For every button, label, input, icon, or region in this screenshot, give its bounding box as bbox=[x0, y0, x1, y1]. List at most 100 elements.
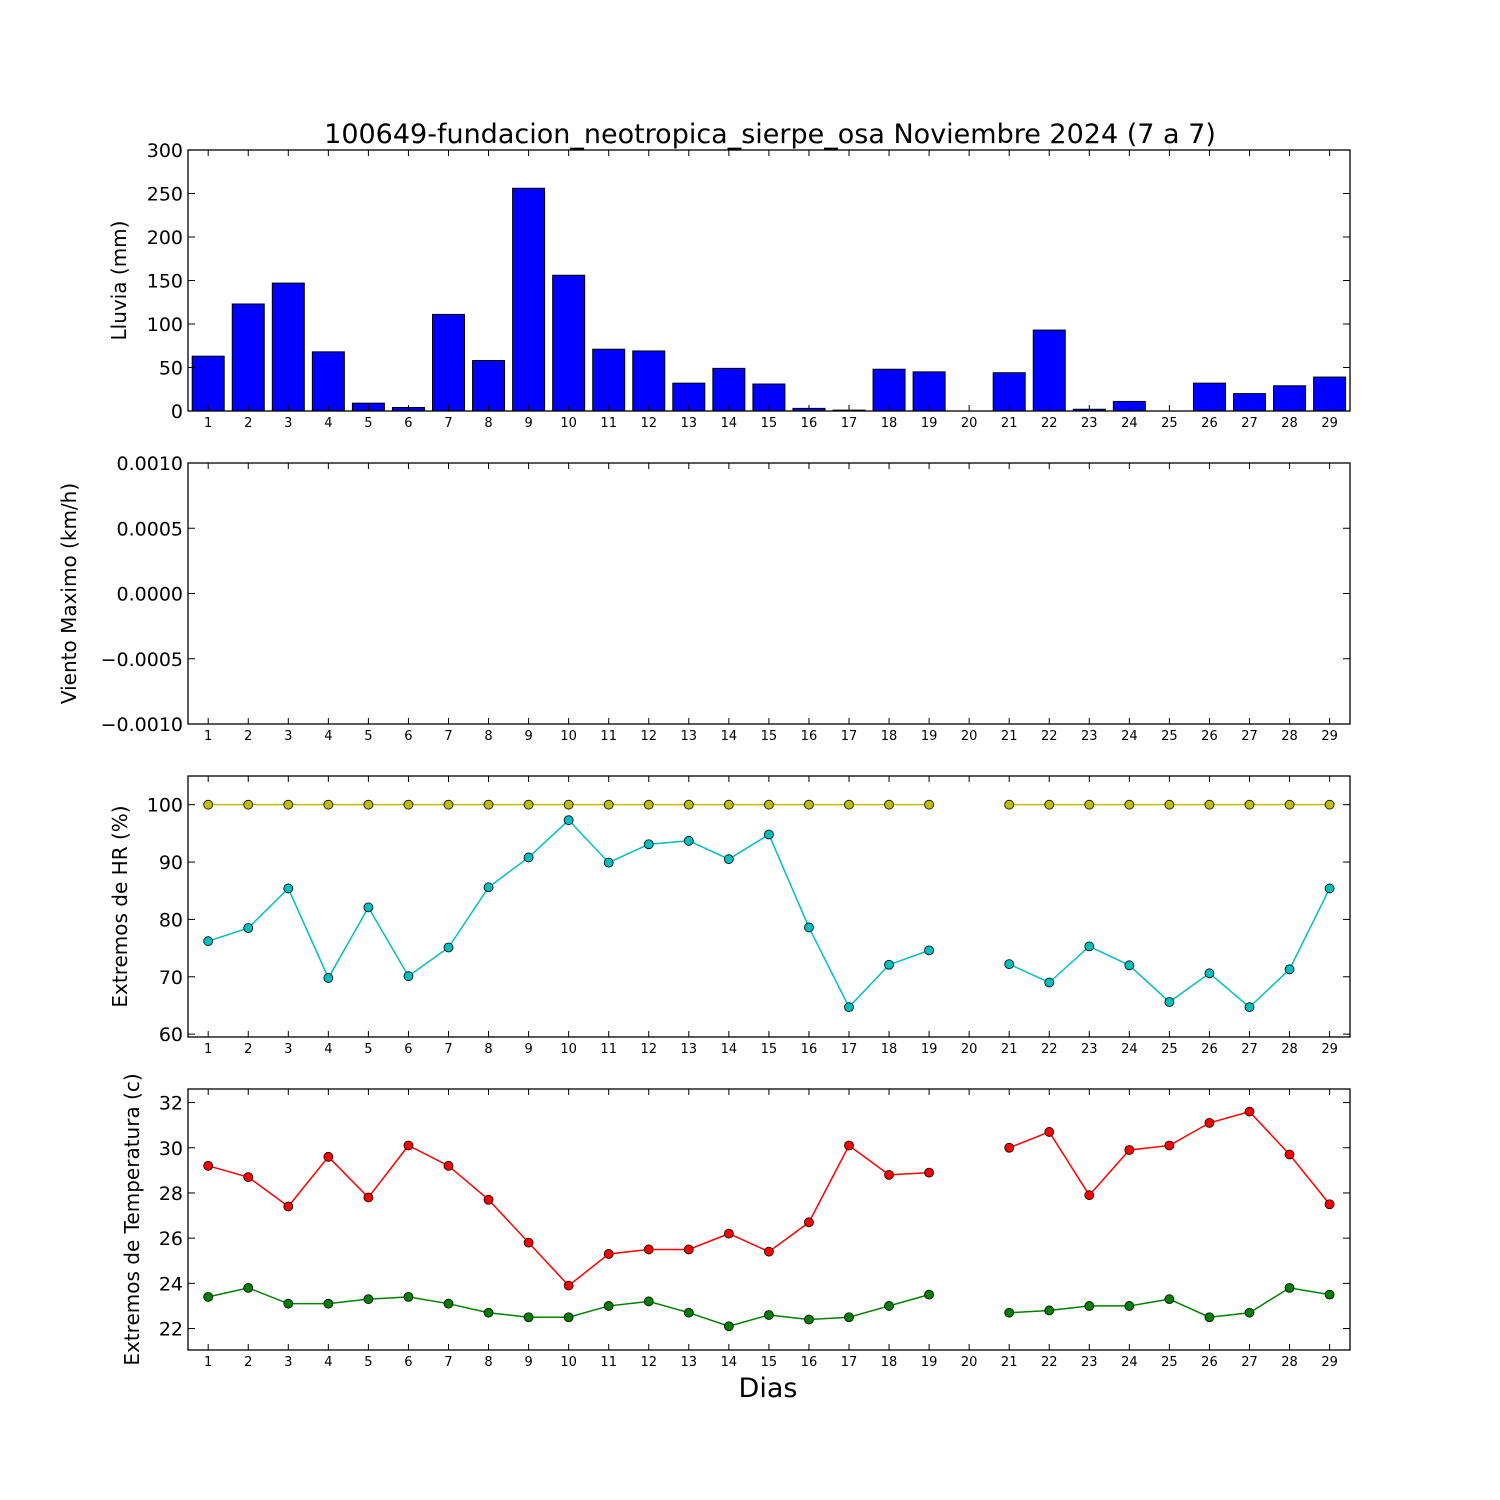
x-tick-label: 25 bbox=[1161, 416, 1178, 431]
hr_max-point bbox=[844, 799, 854, 810]
x-tick-label: 10 bbox=[560, 416, 577, 431]
rain-bar bbox=[592, 348, 626, 412]
x-tick-label: 6 bbox=[404, 416, 412, 431]
hr_max-point bbox=[723, 799, 734, 810]
x-tick-label: 18 bbox=[881, 416, 898, 431]
hr_min-point bbox=[523, 852, 534, 863]
x-tick-label: 3 bbox=[284, 729, 292, 744]
x-tick-label: 22 bbox=[1041, 1355, 1058, 1370]
y-tick-label: 100 bbox=[147, 314, 183, 336]
x-tick-label: 24 bbox=[1121, 1355, 1138, 1370]
y-tick-label: 28 bbox=[159, 1183, 183, 1205]
hr_max-point bbox=[1164, 799, 1175, 810]
x-tick-label: 8 bbox=[484, 416, 492, 431]
x-tick-label: 6 bbox=[404, 1042, 412, 1057]
temp_min-point bbox=[603, 1301, 614, 1311]
rain-bar bbox=[512, 187, 546, 412]
x-tick-label: 16 bbox=[801, 1355, 818, 1370]
x-tick-label: 22 bbox=[1041, 729, 1058, 744]
x-tick-label: 13 bbox=[681, 1042, 698, 1057]
temp_max-point bbox=[563, 1280, 574, 1291]
temp_max-point bbox=[884, 1169, 894, 1180]
rain-bar bbox=[311, 351, 345, 412]
x-tick-label: 9 bbox=[524, 416, 532, 431]
y-tick-label: −0.0005 bbox=[101, 649, 183, 671]
temp_max-point bbox=[764, 1246, 774, 1257]
x-tick-label: 21 bbox=[1001, 729, 1018, 744]
plot-frame bbox=[187, 462, 1351, 725]
x-tick-label: 2 bbox=[244, 729, 252, 744]
temp_max-point bbox=[924, 1167, 934, 1178]
x-tick-label: 15 bbox=[761, 416, 778, 431]
x-tick-label: 29 bbox=[1321, 416, 1338, 431]
rain-bar bbox=[271, 282, 305, 412]
hr_max-point bbox=[683, 799, 694, 810]
hr_max-point bbox=[403, 799, 414, 810]
hr_min-point bbox=[1124, 960, 1135, 971]
hr_min-point bbox=[203, 936, 214, 947]
x-tick-label: 29 bbox=[1321, 1355, 1338, 1370]
temp_min-point bbox=[243, 1282, 254, 1293]
hr_min-point bbox=[643, 839, 654, 850]
hr_min-point bbox=[1324, 883, 1335, 894]
x-tick-label: 17 bbox=[841, 1355, 858, 1370]
x-tick-label: 29 bbox=[1321, 729, 1338, 744]
x-axis-label: Dias bbox=[739, 1373, 798, 1404]
hr_min-point bbox=[443, 942, 454, 953]
x-tick-label: 20 bbox=[961, 416, 978, 431]
hr_max-point bbox=[1084, 799, 1095, 810]
hr_max-point bbox=[483, 799, 494, 810]
x-tick-label: 21 bbox=[1001, 1042, 1018, 1057]
y-tick-label: 32 bbox=[159, 1093, 183, 1115]
x-tick-label: 24 bbox=[1121, 729, 1138, 744]
temp_max-point bbox=[723, 1228, 734, 1239]
y-tick-label: 100 bbox=[147, 795, 183, 817]
x-tick-label: 13 bbox=[681, 1355, 698, 1370]
hr_max-point bbox=[243, 799, 254, 810]
temp_min-point bbox=[1004, 1307, 1015, 1318]
temp_min-point bbox=[323, 1298, 334, 1309]
x-tick-label: 5 bbox=[364, 1355, 372, 1370]
rain-bar bbox=[231, 303, 265, 412]
temp_min-point bbox=[1124, 1301, 1135, 1311]
hr_max-point bbox=[1284, 799, 1295, 810]
hr_max-point bbox=[283, 799, 294, 810]
y-tick-label: 0.0005 bbox=[117, 518, 183, 540]
x-tick-label: 21 bbox=[1001, 1355, 1018, 1370]
x-tick-label: 20 bbox=[961, 1355, 978, 1370]
temp_max-point bbox=[483, 1194, 494, 1205]
hr_min-point bbox=[1284, 964, 1295, 975]
rain-bar bbox=[992, 372, 1026, 412]
hr_max-point bbox=[1044, 799, 1055, 810]
x-tick-label: 19 bbox=[921, 416, 938, 431]
x-tick-label: 3 bbox=[284, 1355, 292, 1370]
temp_min-point bbox=[1284, 1282, 1295, 1293]
hr_min-point bbox=[283, 883, 294, 894]
hr_min-point bbox=[764, 829, 774, 840]
rain-bar bbox=[432, 313, 465, 412]
hr_max-point bbox=[1244, 799, 1255, 810]
x-tick-label: 25 bbox=[1161, 1042, 1178, 1057]
hr_max-point bbox=[1124, 799, 1135, 810]
x-tick-label: 4 bbox=[324, 1042, 332, 1057]
hr_min-point bbox=[243, 923, 254, 933]
x-tick-label: 20 bbox=[961, 1042, 978, 1057]
x-tick-label: 22 bbox=[1041, 416, 1058, 431]
x-tick-label: 22 bbox=[1041, 1042, 1058, 1057]
x-tick-label: 27 bbox=[1241, 1355, 1258, 1370]
y-axis-label: Extremos de Temperatura (c) bbox=[120, 1073, 144, 1365]
x-tick-label: 13 bbox=[681, 729, 698, 744]
hr_min-point bbox=[1164, 997, 1175, 1007]
temp_min-point bbox=[403, 1291, 414, 1302]
rain-bar bbox=[472, 360, 506, 412]
rain-bar bbox=[632, 350, 666, 412]
y-tick-label: 30 bbox=[159, 1138, 183, 1160]
hr_min-point bbox=[323, 973, 334, 983]
y-tick-label: 24 bbox=[159, 1273, 183, 1295]
temp_max-point bbox=[243, 1172, 254, 1183]
x-tick-label: 19 bbox=[921, 1355, 938, 1370]
hr_min-point bbox=[363, 902, 374, 913]
